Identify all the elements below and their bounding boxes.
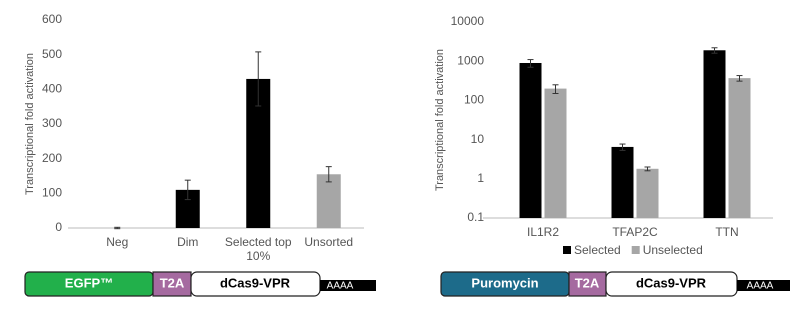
x-tick-label: TFAP2C [612,225,658,239]
y-tick-label: 10 [471,132,485,146]
y-tick-label: 10000 [451,14,485,28]
y-axis-label: Transcriptional fold activation [24,53,36,195]
construct-label: dCas9-VPR [636,275,707,290]
construct-label: dCas9-VPR [220,275,291,290]
y-tick-label: 100 [42,186,62,200]
y-tick-label: 1000 [457,53,484,67]
y-tick-label: 600 [42,12,62,26]
bar [636,168,659,218]
y-tick-label: 400 [42,82,62,96]
legend-label: Selected [574,243,621,257]
construct: EGFP™ T2A dCas9-VPR AAAA [24,271,376,297]
x-tick-label: Neg [106,235,129,249]
x-tick-label: IL1R2 [526,225,560,239]
y-axis-label: Transcriptional fold activation [434,49,446,191]
bar [519,62,542,218]
legend-label: Unselected [643,243,703,257]
construct: Puromycin T2A dCas9-VPR AAAA [440,271,790,297]
bar [728,78,751,218]
y-tick-label: 500 [42,47,62,61]
t2a-box [152,271,192,297]
y-tick-label: 0 [55,220,62,234]
y-tick-label: 300 [42,116,62,130]
bar [316,174,341,228]
construct-label: T2A [160,275,185,290]
y-tick-label: 1 [477,171,484,185]
construct-label: AAAA [747,281,774,292]
legend-swatch [631,246,640,254]
construct-label: T2A [575,275,600,290]
construct-label: EGFP™ [65,275,113,290]
bar [544,88,567,218]
y-tick-label: 100 [464,93,484,107]
x-tick-label: TTN [715,225,739,239]
x-tick-label: Dim [177,235,199,249]
t2a-box [568,271,607,297]
x-tick-label: Unsorted [304,235,354,249]
polya-box [320,280,376,291]
bar [611,146,634,218]
x-tick-label: Selected top 10% [224,235,292,263]
legend-swatch [563,246,571,254]
polya-box [737,280,790,291]
construct-label: Puromycin [471,275,538,290]
construct-label: AAAA [327,281,354,292]
y-tick-label: 0.1 [467,210,484,224]
bar [703,50,726,218]
y-tick-label: 200 [42,151,62,165]
